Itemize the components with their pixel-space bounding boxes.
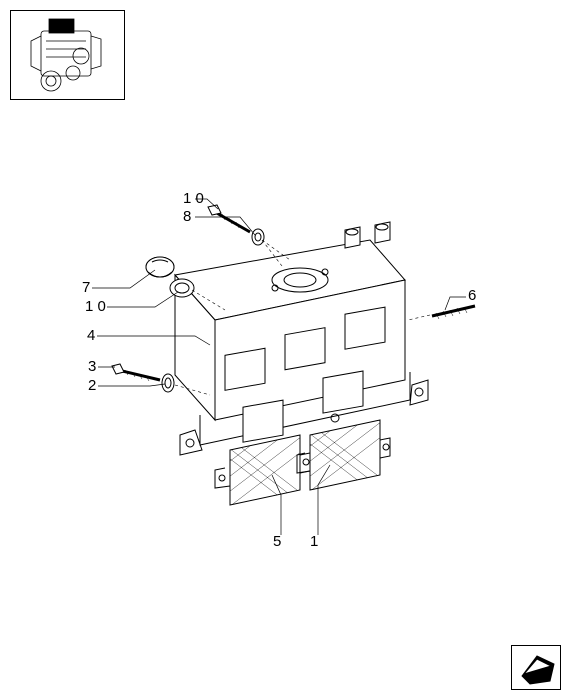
exploded-diagram	[0, 0, 571, 700]
callout-4: 4	[87, 327, 95, 344]
ring-10	[170, 279, 194, 297]
washer-2	[162, 374, 174, 392]
callout-2: 2	[88, 377, 96, 394]
gasket-left	[215, 400, 310, 520]
callout-9: 1 0	[183, 190, 204, 207]
bolt-9	[208, 205, 250, 232]
callout-7: 7	[82, 279, 90, 296]
callout-1: 1	[310, 533, 318, 550]
callout-6: 6	[468, 287, 476, 304]
bolt-3	[112, 364, 160, 381]
plug-7	[146, 257, 174, 277]
washer-8	[252, 229, 264, 245]
callout-3: 3	[88, 358, 96, 375]
callout-10b: 1 0	[85, 298, 106, 315]
stud-6	[432, 306, 475, 319]
callout-8: 8	[183, 208, 191, 225]
manifold-body	[175, 222, 428, 455]
callout-5: 5	[273, 533, 281, 550]
